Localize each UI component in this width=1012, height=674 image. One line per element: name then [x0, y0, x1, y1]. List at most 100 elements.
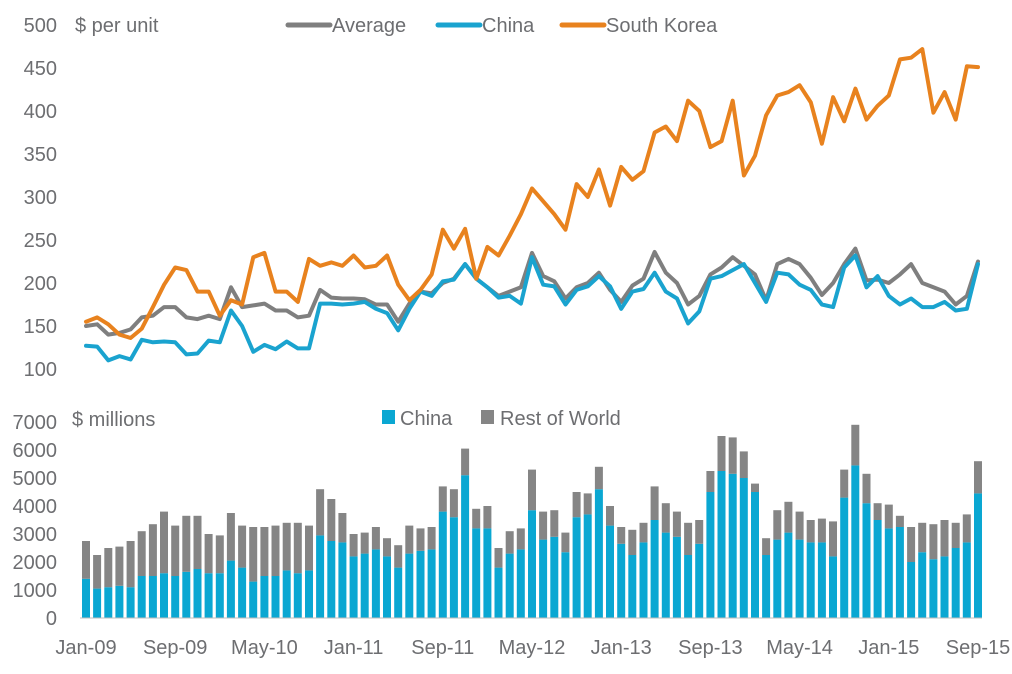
bar-rest-of-world-53: [672, 511, 681, 537]
bar-china-41: [539, 539, 548, 618]
bar-china-3: [115, 585, 124, 618]
bar-china-5: [137, 576, 146, 618]
bar-rest-of-world-51: [650, 486, 659, 520]
bar-china-6: [148, 576, 157, 618]
bar-china-57: [717, 471, 726, 618]
bar-china-12: [215, 573, 224, 618]
y-tick-millions-1000: 1000: [13, 580, 58, 602]
bar-china-19: [293, 573, 302, 618]
bar-china-11: [204, 573, 213, 618]
y-tick-millions-6000: 6000: [13, 440, 58, 462]
bar-rest-of-world-80: [974, 461, 982, 494]
y-tick-millions-5000: 5000: [13, 468, 58, 490]
bar-rest-of-world-45: [583, 493, 592, 515]
bar-rest-of-world-11: [204, 534, 213, 574]
bar-china-79: [962, 542, 971, 618]
bar-rest-of-world-44: [572, 492, 581, 518]
bar-rest-of-world-0: [82, 541, 90, 579]
x-tick-may-14: May-14: [766, 637, 833, 659]
y-tick-price-350: 350: [24, 144, 57, 166]
bar-rest-of-world-74: [907, 527, 916, 562]
bar-rest-of-world-42: [550, 510, 559, 537]
bar-rest-of-world-52: [661, 503, 670, 533]
bar-china-59: [739, 478, 748, 618]
y-tick-price-250: 250: [24, 230, 57, 252]
millions-panel: 0 1000 2000 3000 4000 5000 6000 7000 $ millions…: [13, 408, 1011, 659]
bar-rest-of-world-46: [594, 466, 603, 490]
bar-rest-of-world-34: [461, 448, 470, 476]
bar-rest-of-world-71: [873, 503, 882, 520]
x-tick-may-12: May-12: [499, 637, 566, 659]
bar-china-23: [338, 542, 347, 618]
bar-rest-of-world-21: [316, 489, 325, 536]
bar-china-14: [238, 567, 247, 618]
bar-rest-of-world-63: [784, 501, 793, 533]
bar-china-53: [672, 536, 681, 618]
bar-china-9: [182, 571, 191, 618]
bar-rest-of-world-68: [840, 469, 849, 498]
bar-rest-of-world-54: [684, 522, 693, 555]
top-unit-label: $ per unit: [75, 15, 159, 37]
bar-rest-of-world-3: [115, 546, 124, 586]
bar-china-51: [650, 520, 659, 618]
bar-china-32: [438, 511, 447, 618]
y-tick-price-400: 400: [24, 101, 57, 123]
bar-rest-of-world-4: [126, 541, 135, 588]
x-tick-may-10: May-10: [231, 637, 298, 659]
bar-china-49: [628, 555, 637, 618]
bar-china-15: [249, 581, 258, 618]
bar-rest-of-world-38: [505, 531, 514, 554]
bar-rest-of-world-9: [182, 515, 191, 572]
bar-china-20: [305, 570, 313, 618]
bar-rest-of-world-23: [338, 513, 347, 543]
x-tick-sep-15: Sep-15: [946, 637, 1011, 659]
bar-rest-of-world-28: [394, 545, 403, 568]
bar-china-69: [851, 465, 860, 618]
bar-rest-of-world-32: [438, 486, 447, 512]
bar-china-17: [271, 576, 280, 618]
bar-china-68: [840, 497, 849, 618]
bar-china-75: [918, 552, 927, 618]
bar-rest-of-world-49: [628, 529, 637, 555]
bar-china-16: [260, 576, 269, 618]
y-tick-price-100: 100: [24, 359, 57, 381]
price-per-unit-panel: 100 150 200 250 300 350 400 450 500 $ per unit A…: [24, 15, 980, 381]
legend-label-rest-of-world: Rest of World: [500, 408, 621, 430]
bar-china-31: [427, 549, 436, 618]
bar-rest-of-world-20: [305, 525, 313, 571]
bar-china-33: [449, 517, 458, 618]
y-tick-price-200: 200: [24, 273, 57, 295]
bar-china-0: [82, 578, 90, 618]
bar-rest-of-world-33: [449, 489, 458, 518]
bar-china-50: [639, 542, 648, 618]
bar-china-1: [93, 588, 102, 618]
bar-china-54: [684, 555, 693, 618]
legend-label-china-bar: China: [400, 408, 453, 430]
bar-rest-of-world-62: [773, 510, 782, 540]
bar-rest-of-world-15: [249, 527, 258, 582]
bar-china-28: [394, 567, 403, 618]
bar-china-44: [572, 517, 581, 618]
bar-rest-of-world-1: [93, 555, 102, 589]
bar-china-48: [617, 543, 626, 618]
bar-china-29: [405, 553, 414, 618]
bar-rest-of-world-79: [962, 514, 971, 543]
bar-rest-of-world-29: [405, 525, 414, 554]
legend-label-average: Average: [332, 15, 406, 37]
bar-china-40: [528, 510, 536, 618]
bar-rest-of-world-10: [193, 515, 202, 569]
bar-rest-of-world-14: [238, 525, 247, 568]
bar-china-42: [550, 536, 559, 618]
series-line-china: [84, 253, 980, 363]
bar-rest-of-world-19: [293, 522, 302, 574]
bar-china-27: [383, 556, 391, 618]
bar-china-47: [606, 525, 614, 618]
y-tick-millions-2000: 2000: [13, 552, 58, 574]
bar-rest-of-world-69: [851, 424, 860, 466]
bar-rest-of-world-40: [528, 469, 536, 511]
bar-china-66: [817, 542, 826, 618]
bar-china-38: [505, 553, 514, 618]
bar-rest-of-world-6: [148, 524, 157, 576]
bar-china-22: [327, 541, 336, 618]
